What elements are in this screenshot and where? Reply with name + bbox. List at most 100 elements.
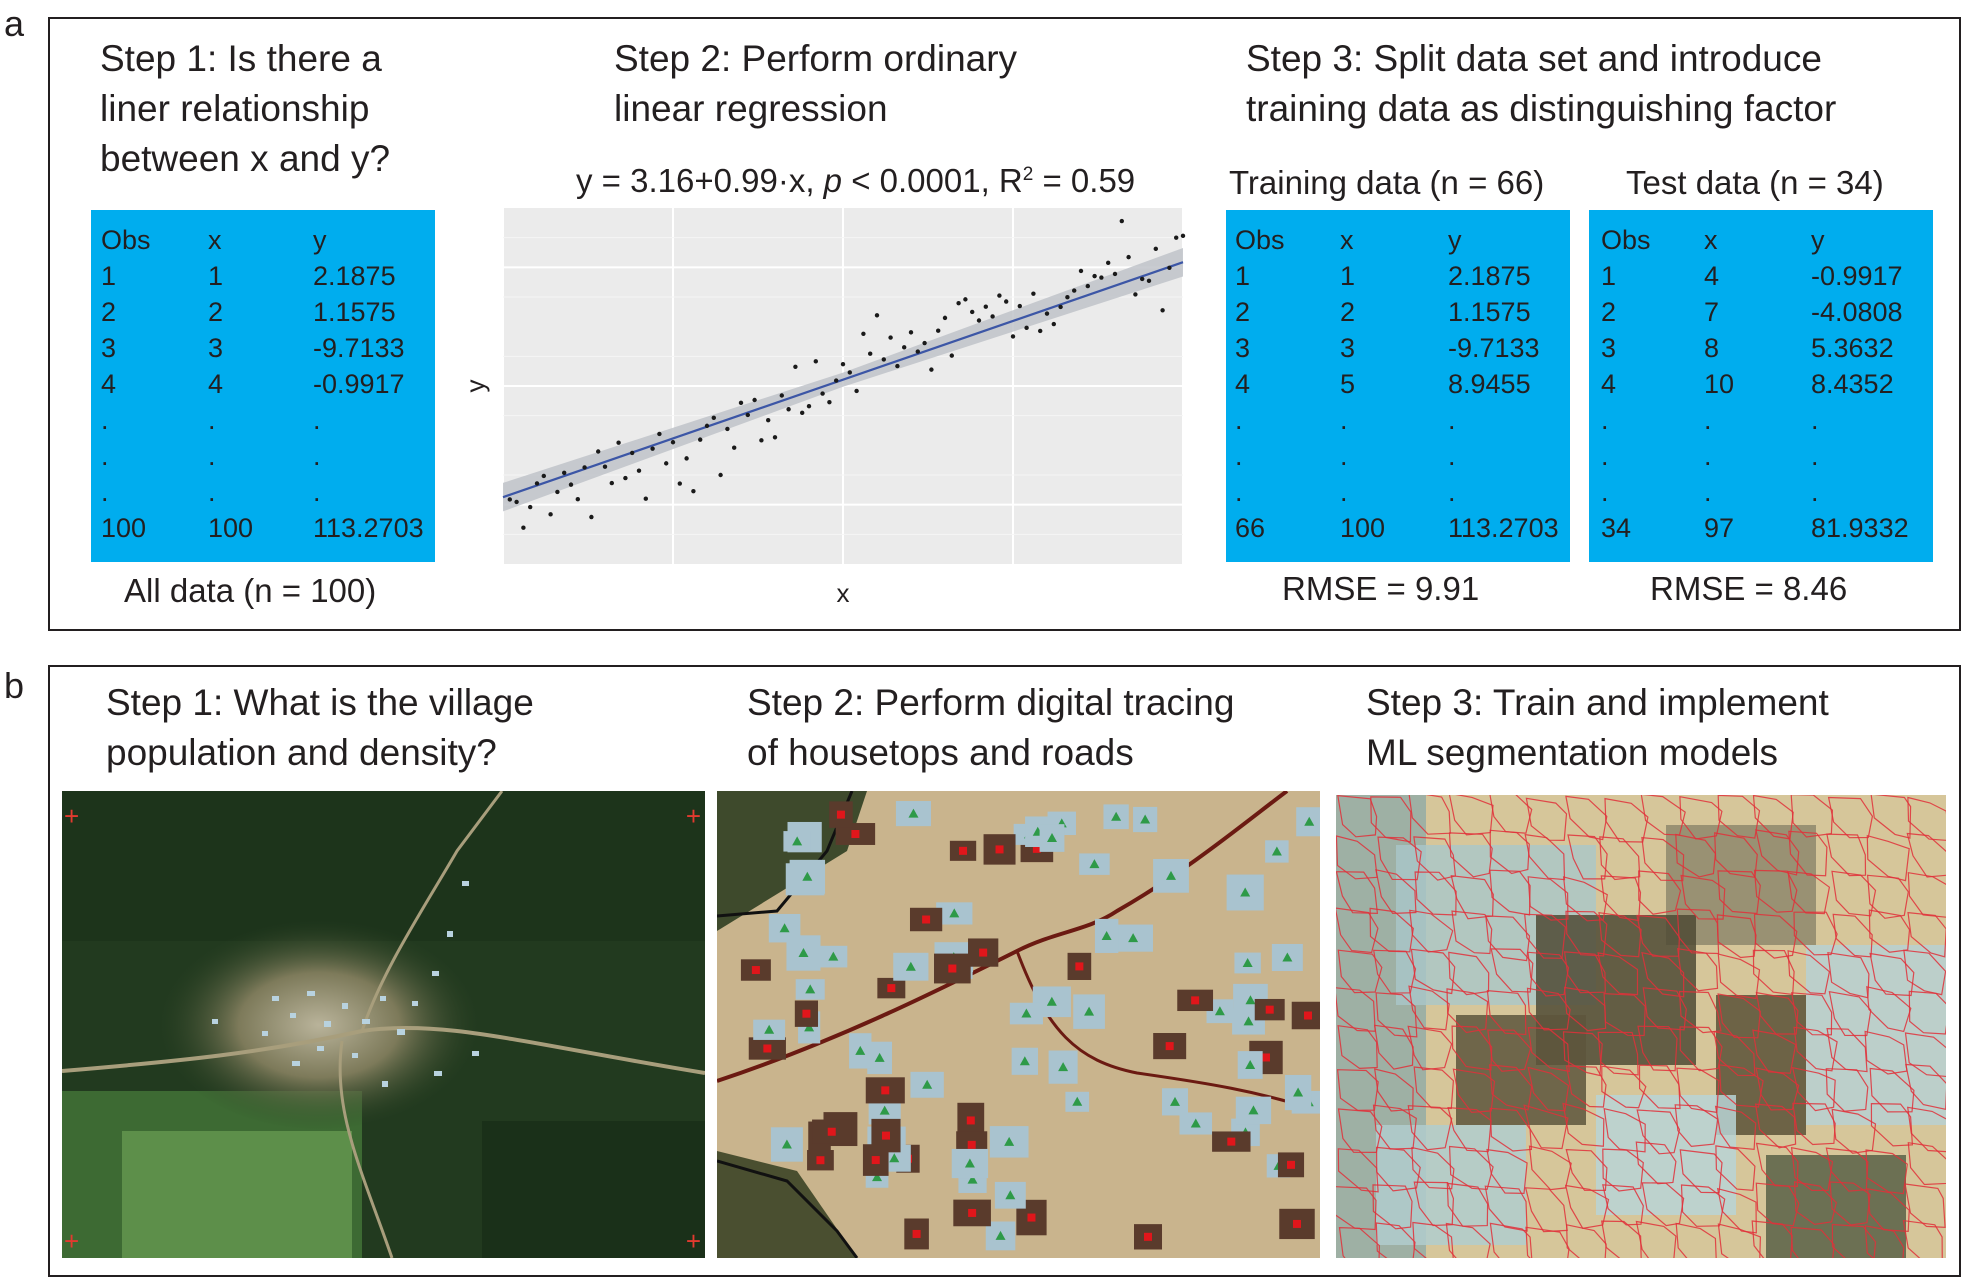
segment-outline <box>1904 1183 1946 1229</box>
data-point <box>779 393 784 398</box>
segment-outline <box>1638 870 1682 915</box>
segment-outline <box>1825 1068 1869 1112</box>
segment-outline <box>1407 1025 1453 1071</box>
segment-outline <box>1680 874 1726 920</box>
cell-x: 100 <box>208 513 254 543</box>
segment-outline <box>1565 910 1608 957</box>
table-row: 1 1 2.1875 <box>1226 258 1570 294</box>
table-row: 1 4 -0.9917 <box>1589 258 1933 294</box>
table-row: 4 10 8.4352 <box>1589 366 1933 402</box>
metal-roof-marker <box>1282 952 1293 962</box>
data-point <box>983 304 988 309</box>
segment-outline <box>1907 796 1946 841</box>
segment-outline <box>1641 1182 1685 1227</box>
data-point <box>623 475 628 481</box>
segment-outline <box>1600 1220 1642 1258</box>
data-point <box>534 481 540 486</box>
crosshair-marker: + <box>685 1226 701 1256</box>
table-row: 1 1 2.1875 <box>91 258 435 294</box>
data-point <box>874 313 880 318</box>
training-data-table: Obs x y 1 1 2.1875 2 2 1.1575 3 3 -9.7133 4 5 8.9455..… <box>1226 210 1570 562</box>
cell-x: 8 <box>1704 333 1720 363</box>
cell-obs: 100 <box>101 513 147 543</box>
data-point <box>1058 304 1063 310</box>
segment-outline <box>1903 949 1946 996</box>
cell-obs: . <box>101 477 109 507</box>
data-point <box>650 446 655 451</box>
cell-x: 5 <box>1340 369 1356 399</box>
data-point <box>745 412 750 418</box>
segment-outline <box>1790 992 1833 1036</box>
segment-outline <box>1755 1182 1800 1227</box>
thatch-roof-marker <box>912 1229 921 1238</box>
cell-y: . <box>1448 405 1456 435</box>
metal-roof-marker <box>792 836 803 846</box>
metal-roof-marker <box>964 1158 975 1168</box>
segment-outline <box>1717 870 1761 915</box>
metal-roof-marker <box>1242 957 1253 967</box>
metal-roof-marker <box>1293 1087 1304 1097</box>
segment-outline <box>1679 795 1723 840</box>
metal-roof-marker <box>1214 1006 1225 1016</box>
thatch-roof-marker <box>763 1044 772 1053</box>
cell-x: . <box>1340 441 1348 471</box>
data-point <box>759 438 764 443</box>
cell-obs: 2 <box>101 297 117 327</box>
table-row: 2 2 1.1575 <box>91 294 435 330</box>
data-point <box>568 482 574 487</box>
data-point <box>868 351 873 356</box>
metal-roof-marker <box>828 951 839 961</box>
crosshair-marker: + <box>64 1226 80 1256</box>
segment-outline <box>1867 1188 1910 1233</box>
data-point <box>888 335 893 340</box>
data-point <box>691 488 696 494</box>
village-overview-graphic <box>62 791 705 1258</box>
segment-outline <box>1445 1222 1491 1258</box>
segment-outline <box>1336 907 1379 954</box>
table-row: ... <box>91 438 435 474</box>
data-point <box>725 426 730 432</box>
segment-outline <box>1372 1184 1413 1230</box>
segment-outline <box>1642 987 1687 1031</box>
segment-outline <box>1597 952 1639 996</box>
metal-roof-marker <box>804 1022 815 1032</box>
segment-outline <box>1825 1147 1869 1192</box>
segment-outline <box>1793 1181 1837 1226</box>
table-row: 3 8 5.3632 <box>1589 330 1933 366</box>
segment-outline <box>1336 1186 1377 1231</box>
segment-outline <box>1601 1065 1647 1109</box>
segment-outline <box>1526 987 1571 1031</box>
metal-roof-marker <box>1240 887 1251 897</box>
cell-y: . <box>1448 441 1456 471</box>
data-point <box>772 435 778 440</box>
segment-outline <box>1869 1067 1915 1113</box>
metal-roof-marker <box>1245 995 1256 1005</box>
segment-outline <box>1562 1031 1603 1077</box>
cell-y: -0.9917 <box>1811 261 1903 291</box>
panel-b-step3-title: Step 3: Train and implement ML segmentat… <box>1366 682 1829 773</box>
data-point <box>908 330 914 335</box>
regression-equation: y = 3.16+0.99·x, p < 0.0001, R2 = 0.59 <box>576 162 1136 199</box>
thatch-roof-marker <box>1191 996 1200 1005</box>
segment-outline <box>1566 1224 1607 1258</box>
test-data-title: Test data (n = 34) <box>1626 164 1884 201</box>
cell-y: 81.9332 <box>1811 513 1909 543</box>
cell-y: y <box>1811 225 1825 255</box>
data-point <box>562 470 567 476</box>
cell-y: . <box>1811 405 1819 435</box>
metal-roof-marker <box>1243 1016 1254 1026</box>
segment-outline <box>1567 834 1608 880</box>
thatch-roof-marker <box>851 829 860 838</box>
data-point <box>834 378 839 383</box>
data-point <box>976 318 982 323</box>
cell-y: y <box>313 225 327 255</box>
cell-obs: . <box>1601 477 1609 507</box>
segment-outline <box>1870 1102 1914 1147</box>
panel-b-frame <box>48 665 1961 1277</box>
thatch-roof-marker <box>1304 1011 1313 1020</box>
data-point <box>820 391 825 396</box>
metal-roof-marker <box>1047 833 1058 843</box>
cell-y: . <box>313 477 321 507</box>
data-point <box>997 293 1002 298</box>
table-header-row: Obs x y <box>91 222 435 258</box>
